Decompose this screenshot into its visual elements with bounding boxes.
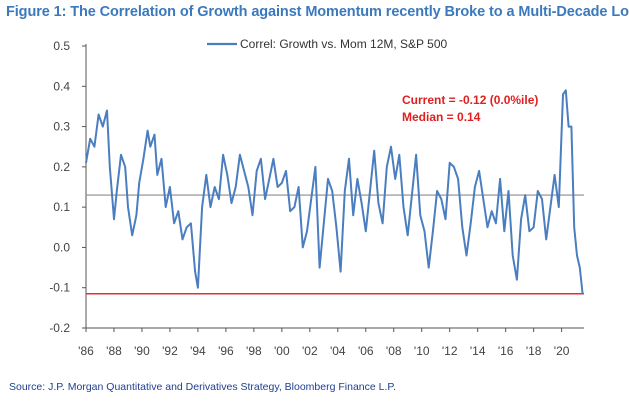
source-note: Source: J.P. Morgan Quantitative and Der… [9,381,396,393]
x-tick-label: '20 [554,344,570,358]
x-tick-label: '92 [162,344,178,358]
y-tick-label: 0.0 [53,240,70,254]
annotation-median: Median = 0.14 [402,110,481,124]
y-tick-label: 0.4 [53,79,70,93]
series-layer [85,89,584,294]
y-tick-label: 0.2 [53,160,70,174]
x-tick-label: '18 [526,344,542,358]
annotation-current: Current = -0.12 (0.0%ile) [402,93,538,107]
line-chart: 0.5 0.4 0.3 0.2 0.1 0.0 -0.1 -0.2 '86 '88 '90 '92 '9… [49,37,584,358]
x-tick-label: '08 [386,344,402,358]
legend-label: Correl: Growth vs. Mom 12M, S&P 500 [240,37,448,51]
x-tick-label: '90 [134,344,150,358]
x-tick-label: '98 [246,344,262,358]
x-tick-label: '06 [358,344,374,358]
axes: 0.5 0.4 0.3 0.2 0.1 0.0 -0.1 -0.2 '86 '88 '90 '92 '9… [49,39,584,358]
y-tick-label: 0.5 [53,39,70,53]
x-tick-label: '00 [274,344,290,358]
series-line [85,89,584,294]
y-tick-label: 0.3 [53,120,70,134]
x-tick-label: '02 [302,344,318,358]
x-tick-label: '12 [442,344,458,358]
x-tick-label: '96 [218,344,234,358]
x-tick-label: '88 [106,344,122,358]
y-tick-label: -0.1 [49,281,70,295]
chart-title: Figure 1: The Correlation of Growth agai… [6,4,629,20]
x-tick-label: '94 [190,344,206,358]
x-tick-label: '14 [470,344,486,358]
x-tick-label: '86 [78,344,94,358]
y-tick-label: 0.1 [53,200,70,214]
x-tick-label: '10 [414,344,430,358]
legend: Correl: Growth vs. Mom 12M, S&P 500 [207,37,448,51]
annotations: Current = -0.12 (0.0%ile) Median = 0.14 [402,93,538,124]
x-tick-label: '16 [498,344,514,358]
x-tick-label: '04 [330,344,346,358]
y-tick-label: -0.2 [49,321,70,335]
